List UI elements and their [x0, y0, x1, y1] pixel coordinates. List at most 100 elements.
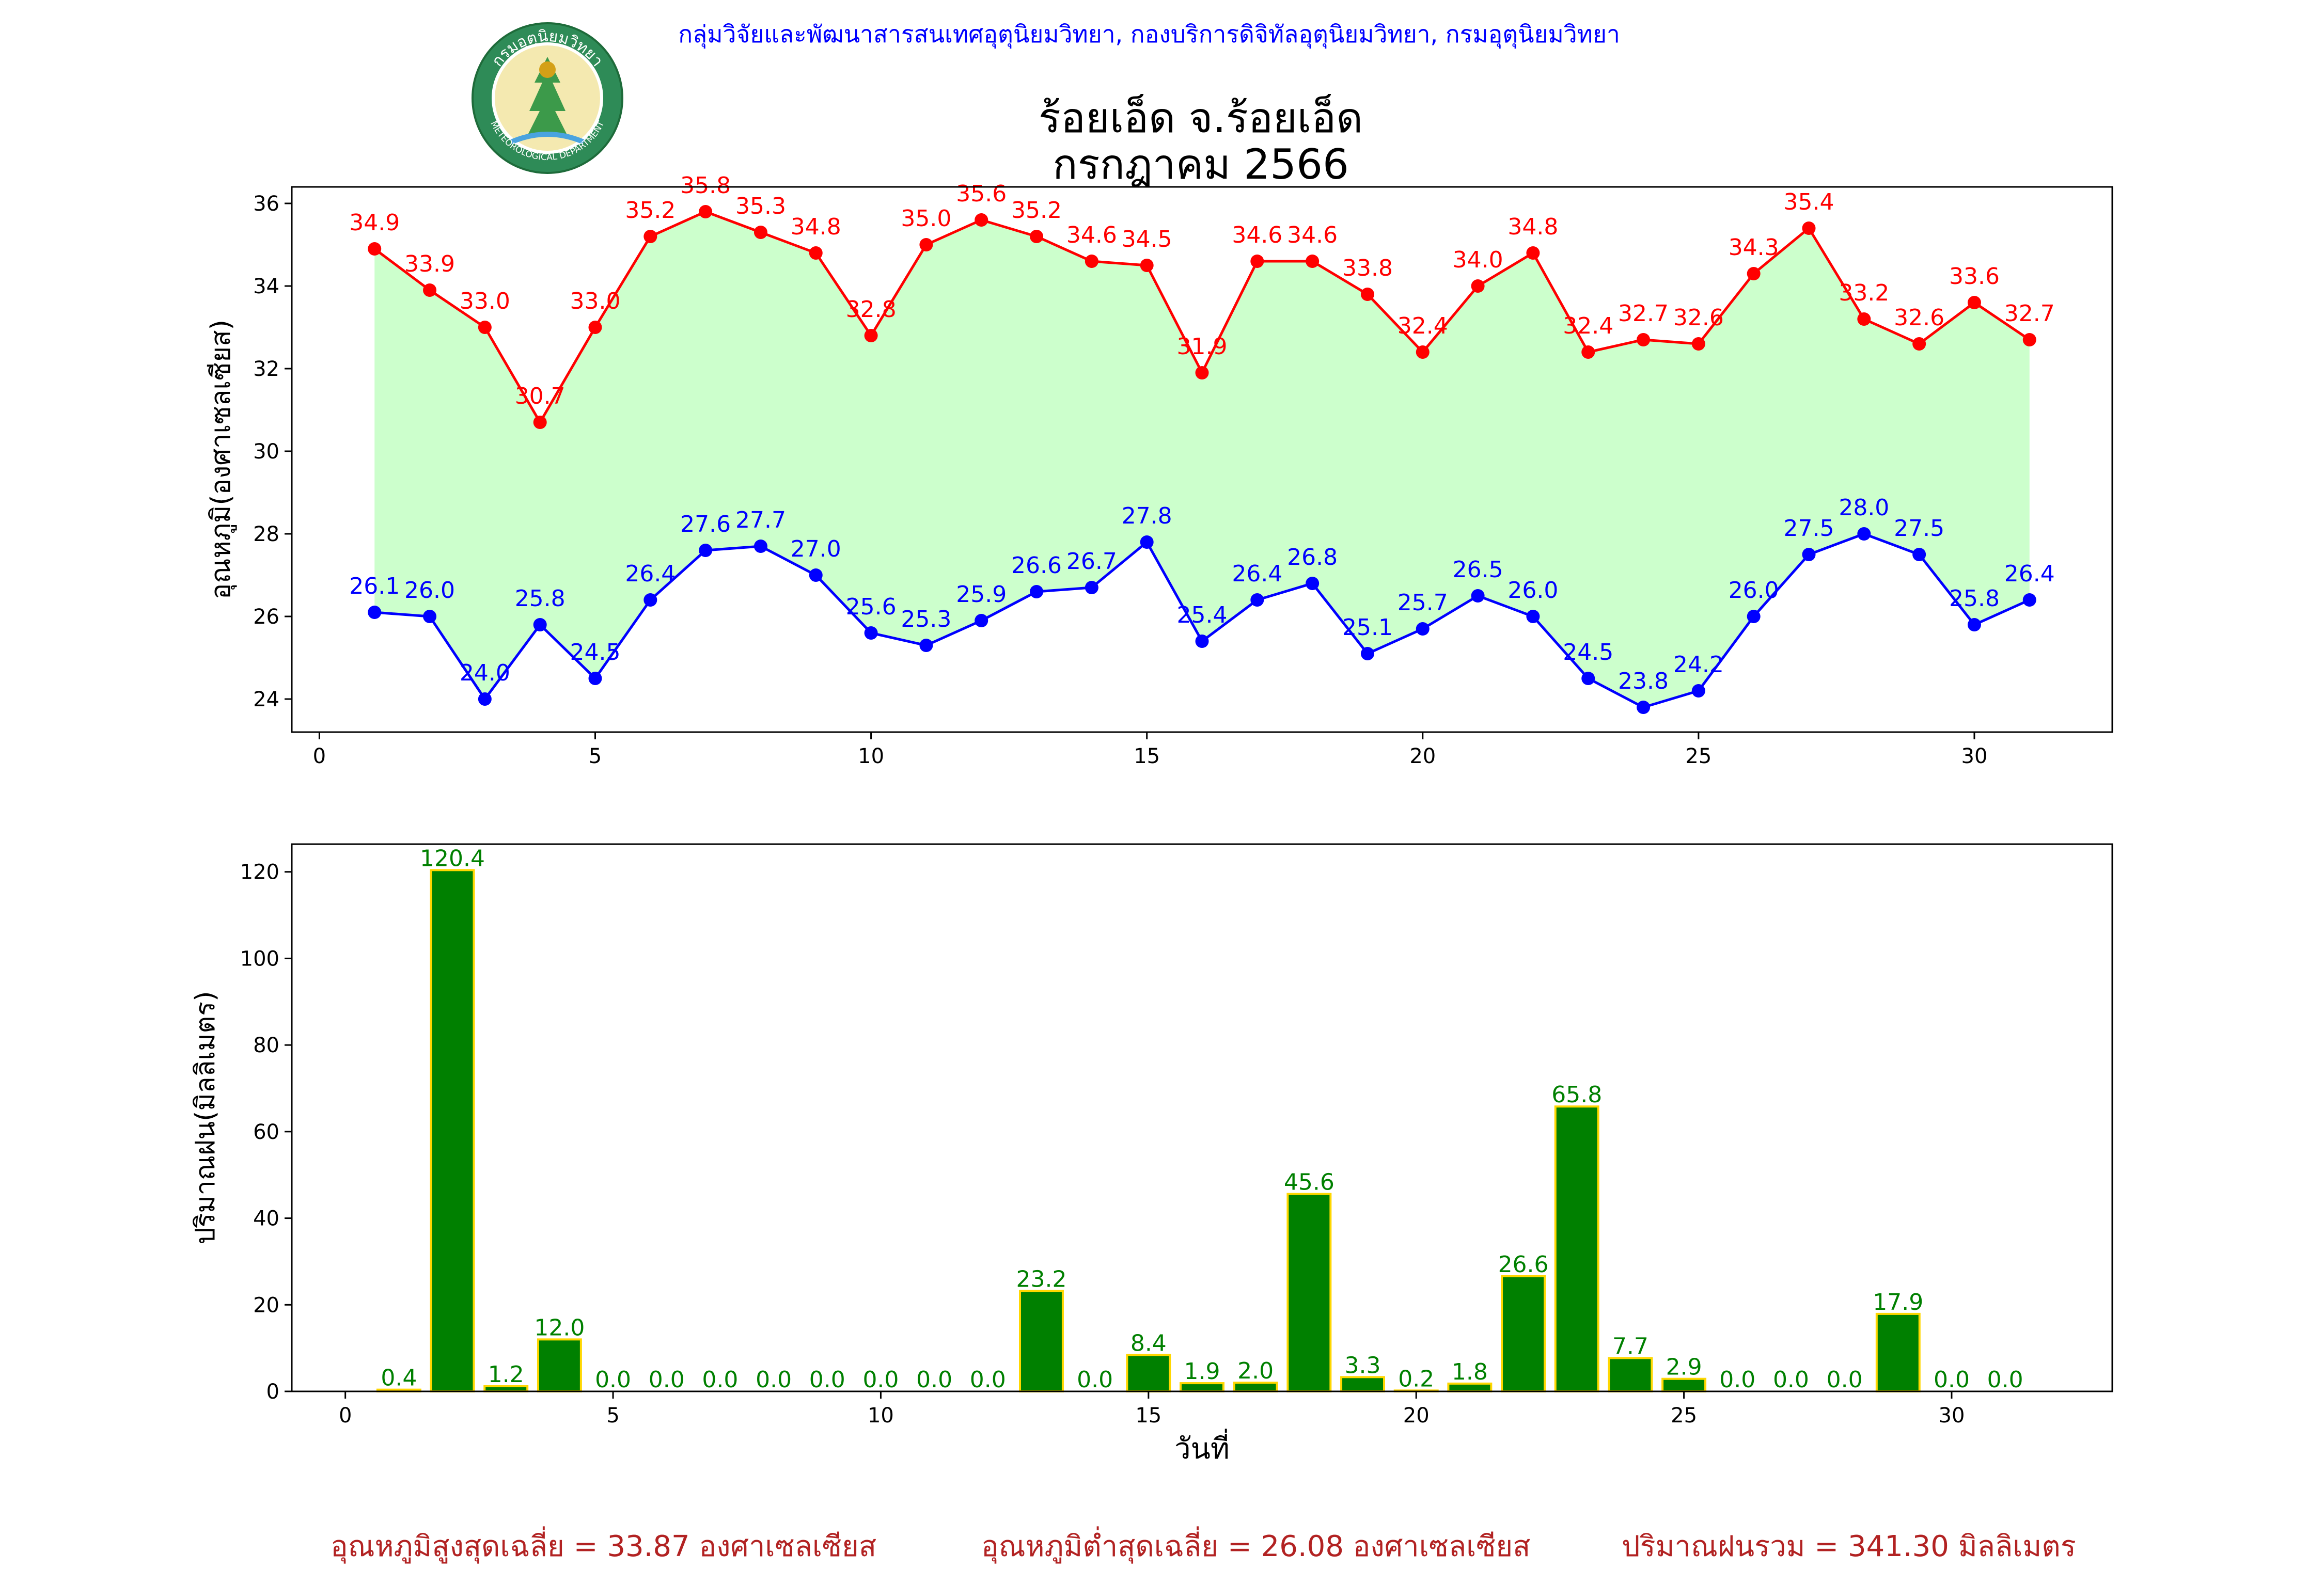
temp-ytick-label: 30 — [253, 440, 279, 464]
min-temp-data-label: 27.5 — [1784, 515, 1834, 542]
min-temp-data-label: 25.8 — [515, 585, 566, 612]
rain-data-label: 2.0 — [1237, 1358, 1274, 1384]
max-temp-point — [478, 321, 492, 334]
min-temp-point — [2022, 593, 2036, 607]
temp-xtick-label: 25 — [1685, 744, 1711, 768]
min-temp-point — [1581, 672, 1595, 685]
max-temp-data-label: 32.6 — [1673, 305, 1724, 331]
max-temp-point — [1967, 296, 1981, 309]
max-temp-point — [368, 242, 382, 256]
max-temp-data-label: 34.6 — [1232, 222, 1282, 248]
rain-bar — [1608, 1357, 1653, 1393]
max-temp-data-label: 34.8 — [791, 214, 841, 240]
min-temp-data-label: 26.1 — [349, 573, 400, 599]
max-temp-data-label: 35.2 — [625, 197, 676, 224]
min-temp-point — [975, 614, 988, 627]
min-temp-point — [1526, 610, 1540, 623]
max-temp-point — [1085, 255, 1098, 268]
rain-ytick-label: 20 — [253, 1293, 279, 1317]
max-temp-data-label: 33.8 — [1342, 255, 1393, 281]
rain-ytick-label: 80 — [253, 1034, 279, 1057]
rain-data-label: 23.2 — [1016, 1266, 1066, 1292]
temp-ytick-label: 28 — [253, 522, 279, 546]
min-temp-data-label: 26.4 — [625, 561, 676, 587]
min-temp-data-label: 26.4 — [2004, 561, 2055, 587]
temp-xtick-label: 15 — [1134, 744, 1160, 768]
max-temp-data-label: 33.6 — [1949, 263, 2000, 290]
rain-data-label: 45.6 — [1284, 1169, 1334, 1196]
rain-data-label: 0.0 — [649, 1367, 685, 1393]
rain-x-axis-label: วันที่ — [1174, 1429, 1230, 1466]
rain-data-label: 8.4 — [1130, 1330, 1167, 1357]
rain-bar — [1019, 1290, 1064, 1393]
max-temp-data-label: 34.9 — [349, 210, 400, 236]
max-temp-point — [919, 238, 933, 251]
station-title: ร้อยเอ็ด จ.ร้อยเอ็ด — [1038, 94, 1363, 142]
rain-data-label: 1.8 — [1452, 1359, 1488, 1385]
max-temp-point — [643, 230, 657, 243]
max-temp-data-label: 35.0 — [901, 205, 951, 232]
max-temp-data-label: 30.7 — [515, 383, 566, 409]
rain-data-label: 0.0 — [809, 1367, 845, 1393]
rain-data-label: 0.4 — [381, 1365, 417, 1391]
min-temp-point — [1250, 593, 1264, 607]
max-temp-data-label: 32.6 — [1894, 305, 1944, 331]
min-temp-point — [533, 618, 547, 631]
max-temp-data-label: 32.4 — [1397, 313, 1448, 339]
temp-xtick-label: 0 — [313, 744, 326, 768]
min-temp-point — [1416, 622, 1430, 636]
total-rain-stat: ปริมาณฝนรวม = 341.30 มิลลิเมตร — [1622, 1530, 2076, 1563]
min-temp-point — [423, 610, 437, 623]
min-temp-data-label: 25.3 — [901, 606, 951, 632]
min-temp-data-label: 28.0 — [1839, 495, 1889, 521]
charts-canvas: 34.933.933.030.733.035.235.835.334.832.8… — [190, 172, 2113, 1466]
min-temp-data-label: 24.0 — [460, 660, 510, 686]
max-temp-data-label: 35.3 — [735, 193, 786, 219]
min-temp-data-label: 25.1 — [1342, 614, 1393, 641]
temp-xtick-label: 5 — [589, 744, 602, 768]
avg-max-temp-stat: อุณหภูมิสูงสุดเฉลี่ย = 33.87 องศาเซลเซีย… — [331, 1530, 877, 1563]
max-temp-data-label: 35.8 — [680, 172, 731, 199]
rain-data-label: 0.0 — [970, 1367, 1006, 1393]
rain-bar — [1340, 1376, 1386, 1392]
max-temp-point — [809, 246, 823, 260]
rain-data-label: 0.0 — [1827, 1367, 1863, 1393]
max-temp-point — [1030, 230, 1044, 243]
rain-data-label: 26.6 — [1498, 1251, 1549, 1278]
max-temp-data-label: 33.2 — [1839, 280, 1889, 306]
max-temp-point — [1306, 255, 1320, 268]
temp-ytick-label: 26 — [253, 605, 279, 629]
rain-xtick-label: 15 — [1135, 1404, 1161, 1428]
min-temp-data-label: 25.7 — [1397, 590, 1448, 616]
min-temp-data-label: 26.7 — [1066, 548, 1117, 575]
max-temp-point — [1195, 366, 1209, 379]
min-temp-point — [478, 692, 492, 706]
avg-min-temp-stat: อุณหภูมิต่ำสุดเฉลี่ย = 26.08 องศาเซลเซีย… — [981, 1530, 1531, 1563]
min-temp-point — [1637, 701, 1651, 714]
rainfall-chart: 0.4 120.4 1.2 12.0 0.0 0.0 0.0 0.0 0.0 0.0 0.0 0.0 2… — [190, 843, 2113, 1466]
rain-y-axis-label: ปริมาณฝน(มิลลิเมตร) — [190, 991, 221, 1244]
rain-data-label: 2.9 — [1666, 1354, 1702, 1381]
rain-ytick-label: 40 — [253, 1207, 279, 1231]
rain-ytick-label: 0 — [266, 1380, 279, 1404]
min-temp-data-label: 24.5 — [570, 639, 621, 665]
min-temp-point — [1195, 635, 1209, 648]
rain-ytick-label: 120 — [240, 861, 279, 884]
rain-axes-frame — [291, 843, 2113, 1392]
rain-data-label: 0.0 — [1077, 1367, 1113, 1393]
rain-xtick-label: 25 — [1671, 1404, 1697, 1428]
max-temp-data-label: 34.6 — [1066, 222, 1117, 248]
max-temp-data-label: 34.8 — [1508, 214, 1558, 240]
meteorological-department-logo: กรมอุตุนิยมวิทยา METEOROLOGICAL DEPARTME… — [472, 22, 623, 174]
min-temp-data-label: 27.8 — [1122, 503, 1172, 529]
max-temp-point — [975, 213, 988, 227]
max-temp-data-label: 33.0 — [570, 288, 621, 314]
min-temp-data-label: 27.0 — [791, 536, 841, 562]
max-temp-point — [533, 416, 547, 429]
max-temp-point — [1912, 337, 1926, 351]
min-temp-data-label: 26.0 — [404, 577, 455, 604]
min-temp-data-label: 25.4 — [1177, 602, 1228, 628]
max-temp-point — [1637, 333, 1651, 346]
min-temp-point — [1802, 548, 1816, 561]
